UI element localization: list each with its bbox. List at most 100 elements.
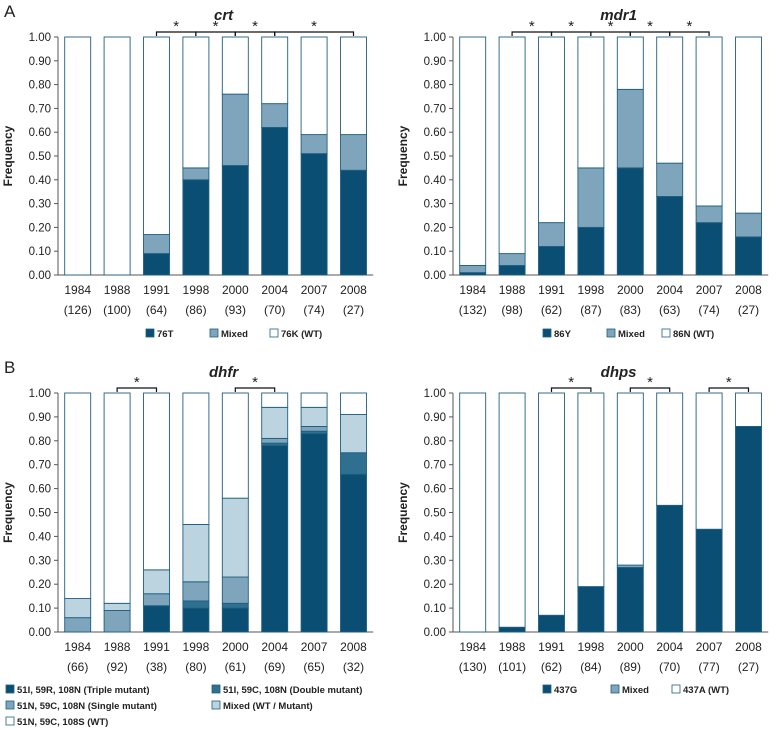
sample-size-label: (66): [67, 660, 88, 674]
y-tick-label: 0.70: [29, 103, 51, 115]
y-tick-label: 0.20: [424, 579, 446, 591]
y-tick-label: 1.00: [29, 32, 51, 44]
bar-segment-1998-51i-59r-108n-triple-mutant-: [182, 607, 210, 633]
y-tick-label: 0.30: [29, 555, 51, 567]
y-tick-label: 0.30: [424, 199, 446, 211]
bar-segment-1988-86n-wt-: [498, 36, 526, 255]
legend-swatch: [671, 684, 681, 694]
x-tick-label: 1991: [143, 283, 170, 297]
bar-segment-2004-mixed: [261, 103, 289, 128]
bar-segment-1988-86y: [498, 265, 526, 276]
significance-star: *: [686, 18, 692, 35]
y-tick-label: 0.90: [424, 412, 446, 424]
bar-segment-2007-86y: [695, 222, 723, 276]
bar-segment-2000-mixed-wt-mutant-: [221, 497, 249, 578]
sample-size-label: (61): [225, 660, 246, 674]
bar-segment-2000-437g: [616, 567, 644, 633]
legend-label: 437A (WT): [683, 685, 729, 696]
sample-size-label: (32): [343, 660, 364, 674]
sample-size-label: (74): [303, 303, 324, 317]
bar-segment-2004-51i-59r-108n-triple-mutant-: [261, 445, 289, 633]
legend-swatch: [5, 716, 15, 726]
bar-segment-1998-mixed: [182, 167, 210, 181]
sample-size-label: (62): [541, 303, 562, 317]
legend-label: 86Y: [554, 329, 572, 340]
bar-segment-1984-mixed-wt-mutant-: [64, 598, 92, 619]
sample-size-label: (74): [698, 303, 719, 317]
bar-segment-1984-86n-wt-: [459, 36, 487, 266]
bar-segment-1998-437a-wt-: [577, 392, 605, 588]
bar-segment-2008-86y: [735, 236, 762, 276]
y-tick-label: 0.40: [424, 531, 446, 543]
bar-segment-2000-437a-wt-: [616, 392, 644, 566]
significance-bracket: [550, 387, 592, 392]
bar-segment-1998-76t: [182, 179, 210, 276]
bar-segment-2007-mixed-wt-mutant-: [300, 406, 328, 427]
x-tick-label: 1998: [183, 640, 210, 654]
significance-star: *: [568, 18, 574, 35]
legend-swatch: [269, 328, 279, 338]
bar-segment-2008-76t: [340, 169, 367, 276]
significance-star: *: [568, 374, 574, 391]
chart-title-mdr1: mdr1: [600, 7, 637, 24]
bar-segment-1991-86n-wt-: [538, 36, 565, 224]
sample-size-label: (93): [225, 303, 246, 317]
bar-segment-2000-51n-59c-108s-wt-: [221, 392, 249, 499]
x-tick-label: 1998: [183, 283, 210, 297]
y-axis-label: Frequency: [1, 482, 15, 543]
bar-segment-2007-76t: [300, 153, 328, 276]
y-tick-label: 0.90: [29, 412, 51, 424]
chart-title-dhfr: dhfr: [209, 364, 239, 381]
bar-segment-1988-mixed: [498, 253, 526, 266]
bar-segment-1984-51n-59c-108n-single-mutant-: [64, 617, 92, 633]
legend-swatch: [661, 328, 671, 338]
y-tick-label: 0.60: [29, 127, 51, 139]
sample-size-label: (65): [303, 660, 324, 674]
y-tick-label: 0.00: [424, 270, 446, 282]
significance-bracket: [274, 31, 355, 36]
y-tick-label: 0.60: [29, 484, 51, 496]
y-tick-label: 0.80: [29, 436, 51, 448]
y-tick-label: 0.20: [29, 222, 51, 234]
sample-size-label: (132): [459, 303, 487, 317]
x-tick-label: 2007: [696, 283, 723, 297]
sample-size-label: (69): [264, 660, 285, 674]
y-tick-label: 1.00: [29, 388, 51, 400]
sample-size-label: (100): [103, 303, 131, 317]
sample-size-label: (87): [580, 303, 601, 317]
x-tick-label: 1991: [143, 640, 170, 654]
y-tick-label: 0.50: [29, 508, 51, 520]
significance-star: *: [608, 18, 614, 35]
y-tick-label: 0.70: [29, 460, 51, 472]
panel-label-b: B: [4, 358, 16, 377]
chart-title-dhps: dhps: [601, 364, 637, 381]
bar-segment-2004-437g: [656, 504, 684, 633]
sample-size-label: (27): [738, 303, 759, 317]
y-tick-label: 0.90: [424, 56, 446, 68]
significance-star: *: [647, 18, 653, 35]
bar-segment-2004-mixed: [656, 162, 684, 197]
y-tick-label: 0.10: [29, 246, 51, 258]
legend-swatch: [610, 684, 620, 694]
y-tick-label: 0.80: [424, 436, 446, 448]
legend-label: 76K (WT): [281, 329, 322, 340]
x-tick-label: 1988: [499, 283, 526, 297]
bar-segment-2000-86y: [616, 167, 644, 276]
bar-segment-1998-51n-59c-108s-wt-: [182, 392, 210, 525]
bar-segment-2008-86n-wt-: [735, 36, 762, 214]
significance-bracket: [629, 387, 671, 392]
panel-label-a: A: [4, 2, 16, 21]
sample-size-label: (77): [698, 660, 719, 674]
x-tick-label: 2004: [261, 640, 288, 654]
sample-size-label: (89): [620, 660, 641, 674]
bar-segment-2007-mixed: [695, 205, 723, 224]
bar-segment-1988-76k-wt-: [103, 36, 131, 276]
bar-segment-2000-mixed: [221, 93, 249, 166]
legend-swatch: [542, 684, 552, 694]
bar-segment-2007-51n-59c-108n-single-mutant-: [300, 426, 328, 432]
bar-segment-2004-mixed-wt-mutant-: [261, 406, 289, 439]
sample-size-label: (86): [185, 303, 206, 317]
y-axis-label: Frequency: [396, 482, 410, 543]
sample-size-label: (62): [541, 660, 562, 674]
x-tick-label: 1991: [538, 283, 565, 297]
